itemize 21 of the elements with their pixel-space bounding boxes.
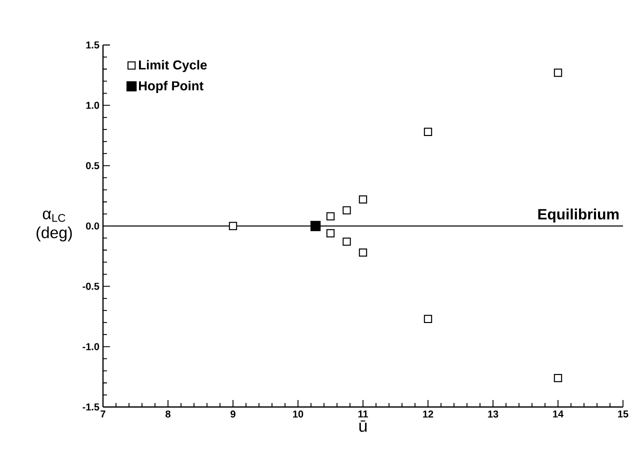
x-tick-label: 8 (166, 410, 170, 418)
legend-label: Limit Cycle (139, 60, 207, 72)
x-tick-label: 13 (488, 410, 498, 418)
x-tick-label: 10 (293, 410, 304, 418)
y-axis-title: α$_{LC}$ (deg) (36, 210, 72, 242)
y-tick-label: 1.0 (86, 102, 100, 109)
x-tick-label: 14 (553, 410, 564, 418)
ref-line-label: Equilibrium (538, 208, 619, 222)
x-tick-label: 7 (100, 410, 106, 418)
x-tick-label: 15 (618, 410, 628, 418)
x-tick-label: 9 (230, 410, 236, 418)
y-tick-label: -0.5 (82, 282, 100, 290)
y-tick-label: -1.5 (82, 404, 100, 410)
x-tick-label: 11 (358, 410, 368, 418)
legend-label: Hopf Point (139, 80, 204, 93)
x-axis-title: ū (359, 420, 367, 432)
y-tick-label: 1.5 (86, 42, 100, 48)
y-tick-label: 0.0 (86, 222, 100, 230)
y-tick-label: 0.5 (86, 162, 100, 170)
x-tick-label: 12 (423, 410, 434, 418)
y-tick-label: -1.0 (82, 343, 100, 350)
